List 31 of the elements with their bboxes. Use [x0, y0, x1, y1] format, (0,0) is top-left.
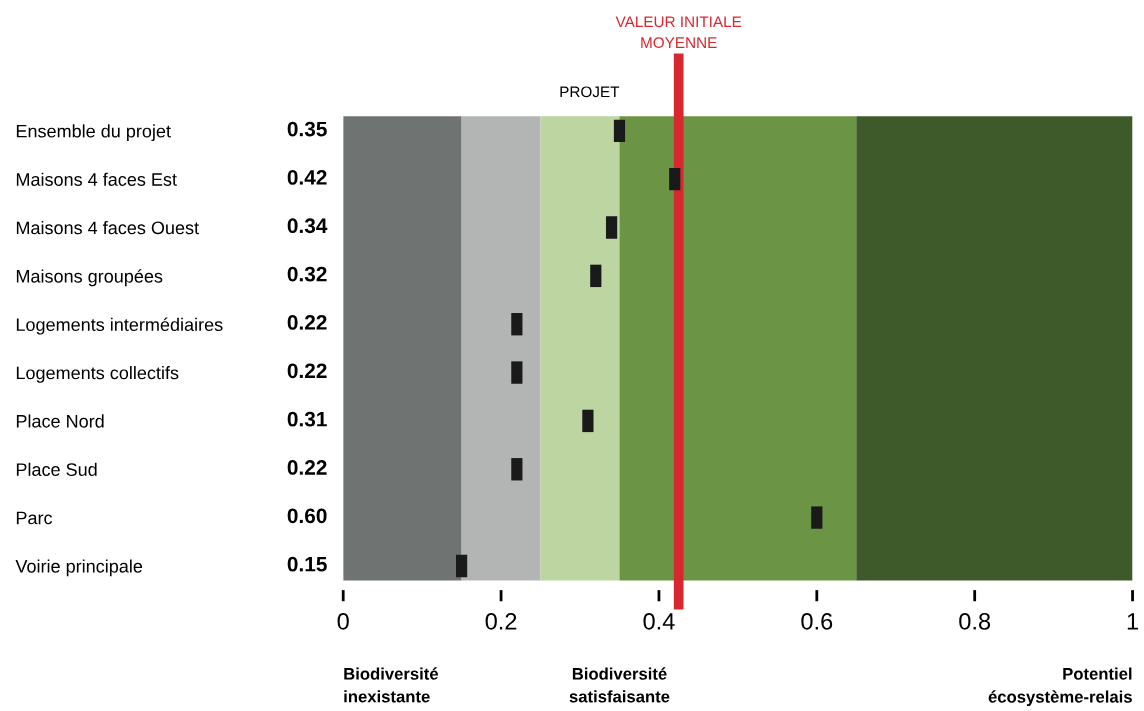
data-label: 0.22 [287, 460, 327, 475]
data-label: 0.60 [287, 508, 327, 524]
y-tick-label: Ensemble du projet [16, 124, 171, 142]
y-tick-label: Place Sud [16, 462, 97, 476]
text: Potentiel écosystème-relais [988, 667, 1132, 707]
y-tick-label: Parc [16, 511, 53, 525]
data-label: 0.35 [287, 121, 327, 137]
x-tick-label: 0.2 [485, 612, 517, 630]
x-tick-label: 0.6 [801, 612, 833, 630]
data-label: 0.22 [287, 315, 327, 330]
data-label: 0.42 [287, 170, 327, 185]
data-label: 0.34 [287, 218, 328, 234]
y-tick-label: Logements intermédiaires [16, 317, 223, 335]
y-tick-label: Place Nord [16, 414, 104, 428]
data-label: 0.15 [287, 556, 327, 572]
y-tick-label: Maisons groupées [16, 269, 163, 287]
y-tick-label: Logements collectifs [16, 366, 179, 383]
data-label: 0.32 [287, 266, 327, 282]
data-label: 0.31 [287, 411, 327, 427]
annotation: PROJET [560, 86, 620, 98]
y-tick-label: Maisons 4 faces Est [16, 172, 177, 186]
y-tick-label: Voirie principale [15, 559, 143, 577]
text: Biodiversité satisfaisante [569, 667, 670, 703]
x-tick-label: 0.8 [959, 612, 991, 630]
text: Biodiversité inexistante [344, 667, 439, 703]
ref-line-label: VALEUR INITIALE MOYENNE [615, 16, 742, 49]
x-tick-label: 0.4 [643, 612, 675, 630]
x-tick-label: 1 [1127, 613, 1138, 630]
x-tick-label: 0 [337, 612, 349, 630]
data-label: 0.22 [287, 363, 327, 379]
y-tick-label: Maisons 4 faces Ouest [16, 220, 199, 235]
